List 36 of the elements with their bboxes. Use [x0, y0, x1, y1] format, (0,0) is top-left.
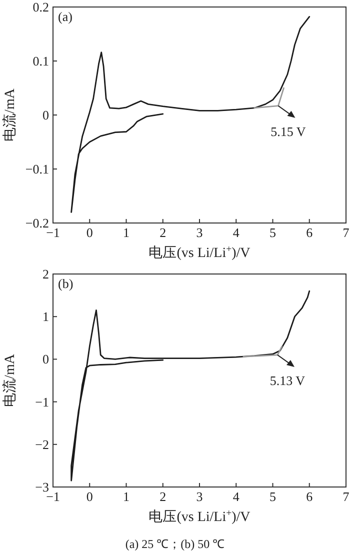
x-tick-label: 4: [232, 225, 240, 240]
annotation: 5.15 V: [270, 124, 306, 139]
y-tick-label: 0.2: [32, 0, 49, 14]
x-tick-label: 7: [342, 225, 350, 240]
annotation: 5.13 V: [270, 372, 306, 388]
x-tick-label: 2: [160, 489, 166, 504]
x-tick-label: 6: [306, 489, 314, 504]
x-tick-label: 5: [270, 225, 276, 240]
x-tick-label: 3: [196, 225, 203, 240]
chart-title: (a): [58, 9, 72, 24]
y-tick-label: −1: [35, 394, 49, 410]
y-tick-label: 2: [42, 266, 49, 282]
x-tick-label: 3: [196, 489, 203, 504]
x-tick-label: 5: [270, 489, 276, 504]
x-tick-label: 7: [342, 489, 350, 504]
x-tick-label: 0: [86, 489, 93, 504]
x-tick-label: 0: [86, 225, 93, 240]
y-tick-label: 0: [42, 108, 49, 122]
x-tick-label: 2: [160, 225, 166, 240]
x-tick-label: 4: [232, 489, 240, 504]
x-tick-label: 1: [123, 489, 130, 504]
chart-title: (b): [58, 276, 74, 291]
x-tick-label: 6: [306, 225, 314, 240]
y-tick-label: −0.2: [25, 216, 49, 230]
y-tick-label: 0.1: [32, 54, 49, 68]
y-axis-title: 电流/mA: [2, 88, 18, 142]
y-axis-title: 电流/mA: [2, 353, 18, 407]
y-tick-label: 1: [42, 309, 49, 324]
text: (a) 25 ℃；(b) 50 ℃: [125, 537, 225, 551]
x-axis-title: 电压(vs Li/Li$^{+}$)/V: [148, 244, 250, 261]
y-tick-label: −0.1: [25, 162, 49, 176]
y-tick-label: 0: [42, 352, 49, 367]
y-tick-label: −3: [35, 480, 49, 494]
y-tick-label: −2: [35, 436, 49, 452]
x-tick-label: 1: [123, 225, 130, 240]
x-axis-title: 电压(vs Li/Li$^{+}$)/V: [148, 508, 250, 525]
